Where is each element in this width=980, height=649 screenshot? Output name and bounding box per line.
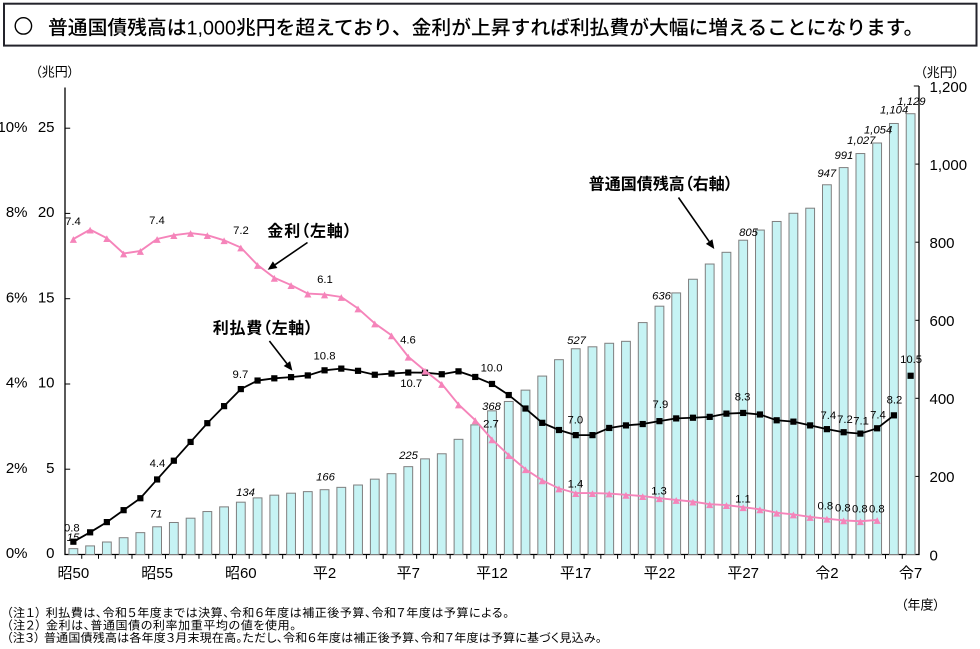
svg-text:0.8: 0.8 [817,500,833,512]
svg-text:368: 368 [482,401,502,413]
svg-text:1,000: 1,000 [930,157,968,174]
svg-text:134: 134 [236,487,255,499]
svg-text:1,200: 1,200 [930,79,968,96]
svg-text:1,027: 1,027 [847,135,876,147]
svg-text:600: 600 [930,313,955,330]
svg-text:（注３） 普通国債残高は各年度３月末現在高。ただし、令和６: （注３） 普通国債残高は各年度３月末現在高。ただし、令和６年度は補正後予算、令和… [7,631,602,645]
svg-text:991: 991 [834,150,853,162]
svg-text:10.8: 10.8 [314,350,336,362]
svg-text:平27: 平27 [727,565,759,582]
svg-text:令7: 令7 [899,565,922,582]
svg-text:0.8: 0.8 [852,503,868,515]
svg-text:166: 166 [316,471,336,483]
svg-text:71: 71 [150,509,163,521]
svg-text:（注２） 金利は、普通国債の利率加重平均の値を使用。: （注２） 金利は、普通国債の利率加重平均の値を使用。 [7,619,297,633]
svg-text:0: 0 [46,545,54,562]
svg-text:普通国債残高（右軸）: 普通国債残高（右軸） [589,171,733,195]
svg-text:10.0: 10.0 [481,363,503,375]
svg-text:1,129: 1,129 [897,96,926,108]
svg-text:0%: 0% [6,545,28,562]
svg-text:平7: 平7 [397,565,420,582]
svg-text:20: 20 [38,204,55,221]
svg-text:8.3: 8.3 [735,391,751,403]
svg-text:平2: 平2 [313,565,336,582]
svg-text:0.8: 0.8 [869,503,885,515]
svg-text:7.1: 7.1 [853,415,869,427]
svg-text:8.2: 8.2 [887,394,903,406]
svg-text:2.7: 2.7 [483,419,499,431]
svg-text:4%: 4% [6,375,28,392]
svg-text:7.2: 7.2 [837,414,853,426]
svg-text:636: 636 [652,290,672,302]
svg-text:昭55: 昭55 [141,565,173,582]
svg-text:10: 10 [38,375,55,392]
svg-text:昭60: 昭60 [225,565,257,582]
svg-text:947: 947 [817,168,837,180]
svg-text:7.2: 7.2 [233,225,249,237]
svg-text:令2: 令2 [815,565,838,582]
svg-text:1,054: 1,054 [864,125,892,137]
svg-text:平22: 平22 [644,565,676,582]
svg-text:800: 800 [930,235,955,252]
svg-text:普通国債残高は1,000兆円を超えており、金利が上昇すれば利: 普通国債残高は1,000兆円を超えており、金利が上昇すれば利払費が大幅に増えるこ… [48,17,923,39]
svg-text:（注１） 利払費は、令和５年度までは決算、令和６年度は補正: （注１） 利払費は、令和５年度までは決算、令和６年度は補正後予算、令和７年度は予… [7,606,510,620]
svg-text:平12: 平12 [476,565,508,582]
svg-text:9.7: 9.7 [233,369,249,381]
svg-text:1.1: 1.1 [735,494,751,506]
svg-text:4.6: 4.6 [400,335,416,347]
svg-text:400: 400 [930,391,955,408]
svg-text:6.1: 6.1 [317,274,333,286]
svg-text:7.4: 7.4 [820,410,836,422]
svg-text:（年度）: （年度） [901,595,940,614]
svg-text:0.8: 0.8 [64,523,80,535]
svg-text:7.9: 7.9 [653,399,669,411]
svg-text:15: 15 [67,532,80,544]
svg-text:1,104: 1,104 [880,104,908,116]
svg-text:平17: 平17 [560,565,592,582]
svg-text:527: 527 [567,335,587,347]
svg-text:金利（左軸）: 金利（左軸） [267,218,352,242]
svg-text:7.4: 7.4 [870,410,886,422]
svg-text:0.8: 0.8 [835,502,851,514]
svg-text:200: 200 [930,469,955,486]
svg-text:昭50: 昭50 [58,565,90,582]
svg-text:（兆円）: （兆円） [920,62,959,81]
svg-text:4.4: 4.4 [150,458,166,470]
svg-text:10%: 10% [0,119,28,136]
svg-text:1.4: 1.4 [568,479,584,491]
svg-text:8%: 8% [6,204,28,221]
svg-text:0: 0 [930,547,938,564]
svg-text:225: 225 [398,450,419,462]
svg-text:6%: 6% [6,289,28,306]
svg-text:2%: 2% [6,460,28,477]
svg-text:15: 15 [38,289,55,306]
svg-text:5: 5 [46,460,54,477]
svg-text:805: 805 [739,227,759,239]
svg-text:7.0: 7.0 [567,414,583,426]
svg-text:10.7: 10.7 [400,378,422,390]
svg-text:25: 25 [38,119,55,136]
svg-text:（兆円）: （兆円） [35,62,74,81]
svg-text:1.3: 1.3 [651,486,667,498]
svg-text:7.4: 7.4 [149,215,165,227]
svg-text:10.5: 10.5 [900,354,922,366]
svg-text:7.4: 7.4 [65,216,81,228]
svg-text:利払費（左軸）: 利払費（左軸） [213,315,314,339]
